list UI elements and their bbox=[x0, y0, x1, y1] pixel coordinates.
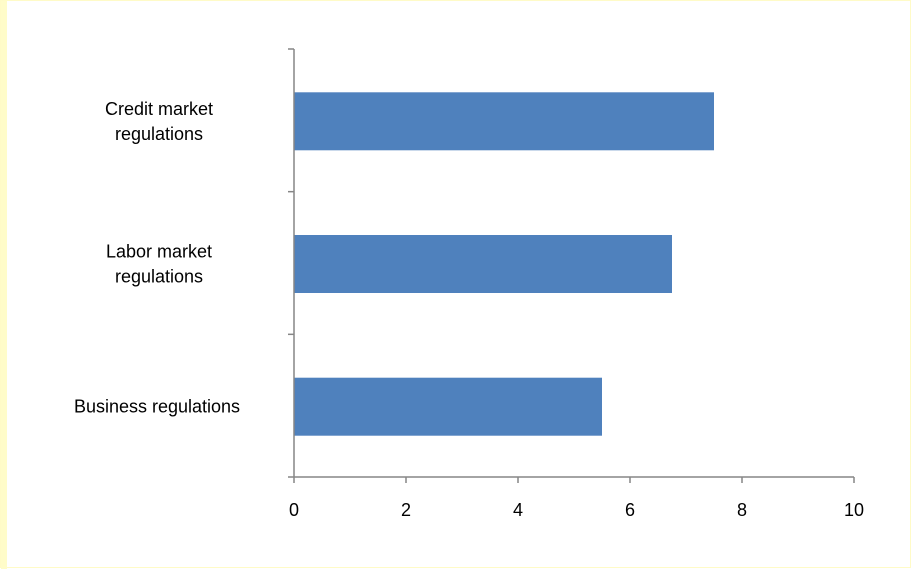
category-label-line: regulations bbox=[115, 124, 203, 144]
left-border-strip bbox=[1, 1, 7, 569]
category-label: Business regulations bbox=[74, 397, 240, 417]
x-tick-label: 4 bbox=[513, 500, 523, 520]
bars-layer bbox=[294, 92, 714, 436]
axis-layer bbox=[288, 48, 855, 483]
category-label-line: regulations bbox=[115, 267, 203, 287]
x-tick-label: 0 bbox=[289, 500, 299, 520]
category-label-line: Business regulations bbox=[74, 397, 240, 417]
x-tick-label: 8 bbox=[737, 500, 747, 520]
labels-layer: Credit market regulations Labor market regu… bbox=[74, 99, 864, 520]
x-tick-label: 10 bbox=[844, 500, 864, 520]
category-label-line: Credit market bbox=[105, 99, 213, 119]
category-label-line: Labor market bbox=[106, 242, 212, 262]
bar-1 bbox=[294, 235, 672, 293]
x-tick-label: 6 bbox=[625, 500, 635, 520]
x-tick-label: 2 bbox=[401, 500, 411, 520]
bar-0 bbox=[294, 92, 714, 151]
bar-2 bbox=[294, 377, 602, 436]
category-label: Credit market regulations bbox=[105, 99, 213, 144]
category-label: Labor market regulations bbox=[106, 242, 212, 287]
